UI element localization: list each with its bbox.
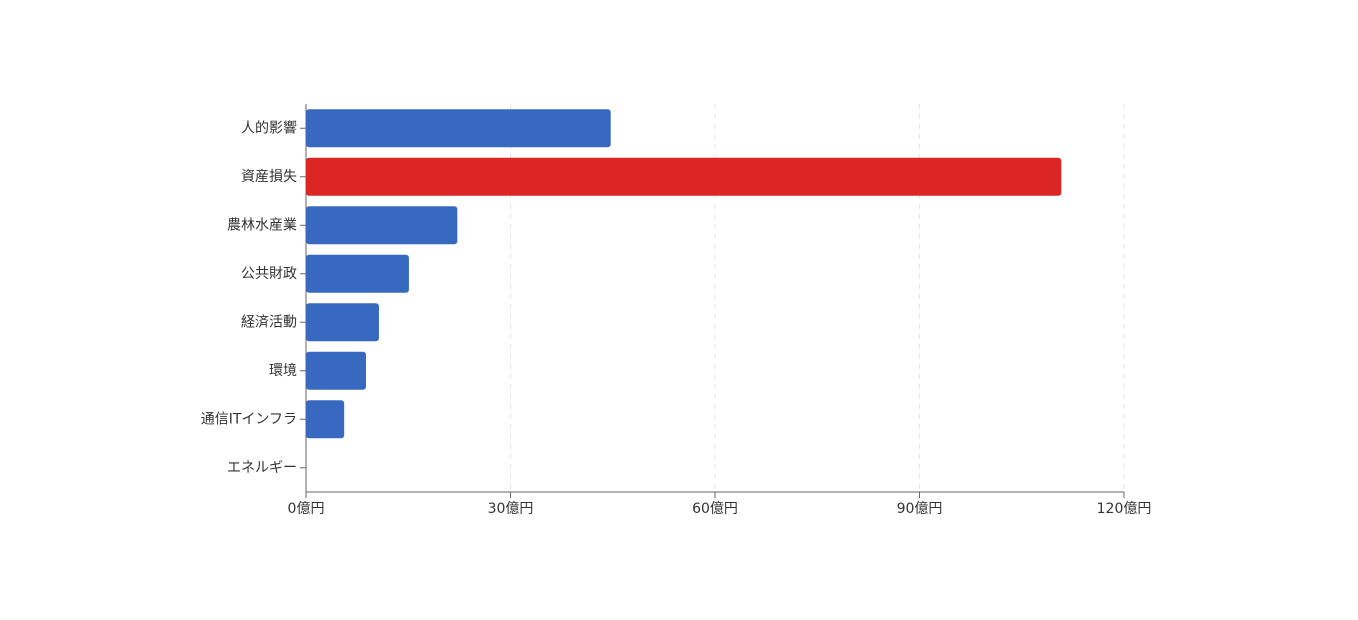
y-tick-label: 農林水産業 xyxy=(227,217,297,233)
y-tick-label: 資産損失 xyxy=(241,169,297,185)
y-tick-label: 公共財政 xyxy=(241,266,297,282)
bar xyxy=(306,400,345,439)
y-tick-label: 通信ITインフラ xyxy=(201,411,297,427)
x-tick-label: 0億円 xyxy=(288,501,325,517)
x-tick-label: 120億円 xyxy=(1097,501,1152,517)
bar xyxy=(306,206,458,245)
y-tick-label: 経済活動 xyxy=(241,314,297,330)
bar xyxy=(306,351,366,390)
x-tick-label: 90億円 xyxy=(897,501,943,517)
y-tick-label: 人的影響 xyxy=(241,119,297,136)
bar xyxy=(306,303,379,342)
x-tick-label: 30億円 xyxy=(488,501,534,517)
x-tick-label: 60億円 xyxy=(692,501,738,517)
bar xyxy=(306,157,1062,196)
y-tick-label: エネルギー xyxy=(227,460,297,476)
bar xyxy=(306,254,409,293)
bar xyxy=(306,109,611,148)
y-tick-label: 環境 xyxy=(269,363,297,379)
